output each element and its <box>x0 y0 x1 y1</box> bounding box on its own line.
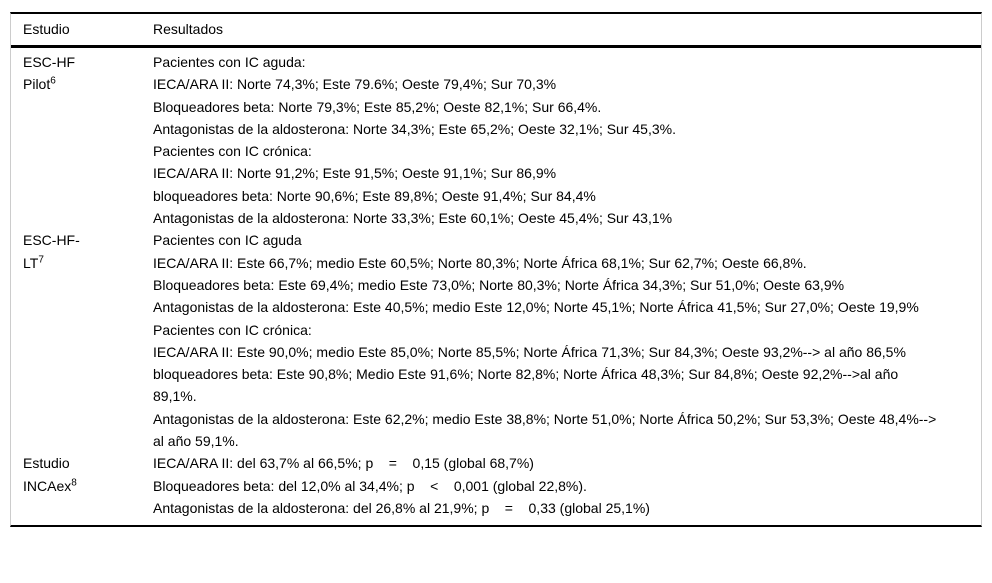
table-row-esc-hf-pilot: ESC-HF Pilot6 Pacientes con IC aguda: IE… <box>11 51 981 229</box>
result-line: Antagonistas de la aldosterona: del 26,8… <box>153 499 650 516</box>
table-body: ESC-HF Pilot6 Pacientes con IC aguda: IE… <box>11 48 981 525</box>
study-name-text: Pilot <box>23 76 51 93</box>
result-line: IECA/ARA II: Norte 91,2%; Este 91,5%; Oe… <box>153 165 557 182</box>
result-line: IECA/ARA II: del 63,7% al 66,5%; p = 0,1… <box>153 455 534 472</box>
study-name-cell: ESC-HF Pilot6 <box>11 51 153 229</box>
study-reference-superscript: 8 <box>71 476 77 488</box>
result-line: Pacientes con IC crónica: <box>153 143 312 160</box>
result-line: Antagonistas de la aldosterona: Este 62,… <box>153 410 941 450</box>
results-table: Estudio Resultados ESC-HF Pilot6 Pacient… <box>10 12 982 528</box>
study-name-line1: ESC-HF <box>23 54 76 70</box>
study-results-cell: Pacientes con IC aguda: IECA/ARA II: Nor… <box>153 51 981 229</box>
column-header-estudio-label: Estudio <box>23 21 70 37</box>
table-header-row: Estudio Resultados <box>11 14 981 48</box>
result-line: Bloqueadores beta: Norte 79,3%; Este 85,… <box>153 98 602 115</box>
result-line: Antagonistas de la aldosterona: Norte 33… <box>153 210 673 227</box>
result-line: Pacientes con IC crónica: <box>153 321 312 338</box>
study-results-cell: Pacientes con IC aguda IECA/ARA II: Este… <box>153 229 981 452</box>
result-line: bloqueadores beta: Norte 90,6%; Este 89,… <box>153 187 596 204</box>
study-name-line2: LT7 <box>23 252 153 274</box>
study-name-text: INCAex <box>23 477 72 494</box>
study-name-line1: ESC-HF- <box>23 232 80 249</box>
study-name-line2: INCAex8 <box>23 475 153 497</box>
result-line: IECA/ARA II: Este 90,0%; medio Este 85,0… <box>153 343 906 360</box>
result-line: IECA/ARA II: Norte 74,3%; Este 79.6%; Oe… <box>153 76 557 93</box>
result-line: Bloqueadores beta: del 12,0% al 34,4%; p… <box>153 477 587 494</box>
column-header-resultados: Resultados <box>153 18 981 40</box>
column-header-estudio: Estudio <box>11 18 153 40</box>
study-name-line1: Estudio <box>23 455 70 472</box>
study-reference-superscript: 7 <box>38 254 44 266</box>
result-line: Antagonistas de la aldosterona: Norte 34… <box>153 120 676 137</box>
result-line: Pacientes con IC aguda <box>153 232 302 249</box>
study-results-cell: IECA/ARA II: del 63,7% al 66,5%; p = 0,1… <box>153 452 981 519</box>
column-header-resultados-label: Resultados <box>153 21 224 37</box>
study-name-cell: Estudio INCAex8 <box>11 452 153 519</box>
result-line: Bloqueadores beta: Este 69,4%; medio Est… <box>153 276 845 293</box>
result-line: IECA/ARA II: Este 66,7%; medio Este 60,5… <box>153 254 807 271</box>
study-name-text: LT <box>23 254 39 271</box>
study-name-line2: Pilot6 <box>23 73 153 95</box>
result-line: Antagonistas de la aldosterona: Este 40,… <box>153 299 919 316</box>
table-row-esc-hf-lt: ESC-HF- LT7 Pacientes con IC aguda IECA/… <box>11 229 981 452</box>
study-name-cell: ESC-HF- LT7 <box>11 229 153 452</box>
table-row-estudio-incaex: Estudio INCAex8 IECA/ARA II: del 63,7% a… <box>11 452 981 519</box>
result-line: Pacientes con IC aguda: <box>153 54 306 70</box>
study-reference-superscript: 6 <box>50 75 56 87</box>
result-line: bloqueadores beta: Este 90,8%; Medio Est… <box>153 366 903 405</box>
